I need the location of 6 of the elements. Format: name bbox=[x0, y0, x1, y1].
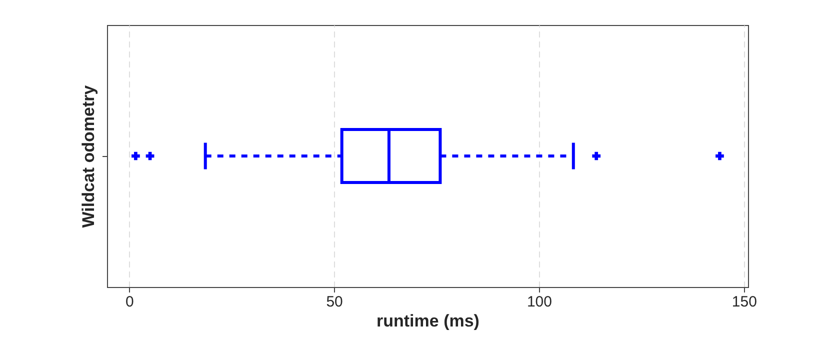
x-tick-label: 150 bbox=[732, 294, 757, 310]
y-axis-title: Wildcat odometry bbox=[79, 84, 98, 228]
x-axis-title: runtime (ms) bbox=[376, 312, 480, 330]
x-tick-label: 50 bbox=[326, 294, 343, 310]
x-tick-label: 0 bbox=[125, 294, 134, 310]
x-tick-label: 100 bbox=[526, 294, 552, 310]
